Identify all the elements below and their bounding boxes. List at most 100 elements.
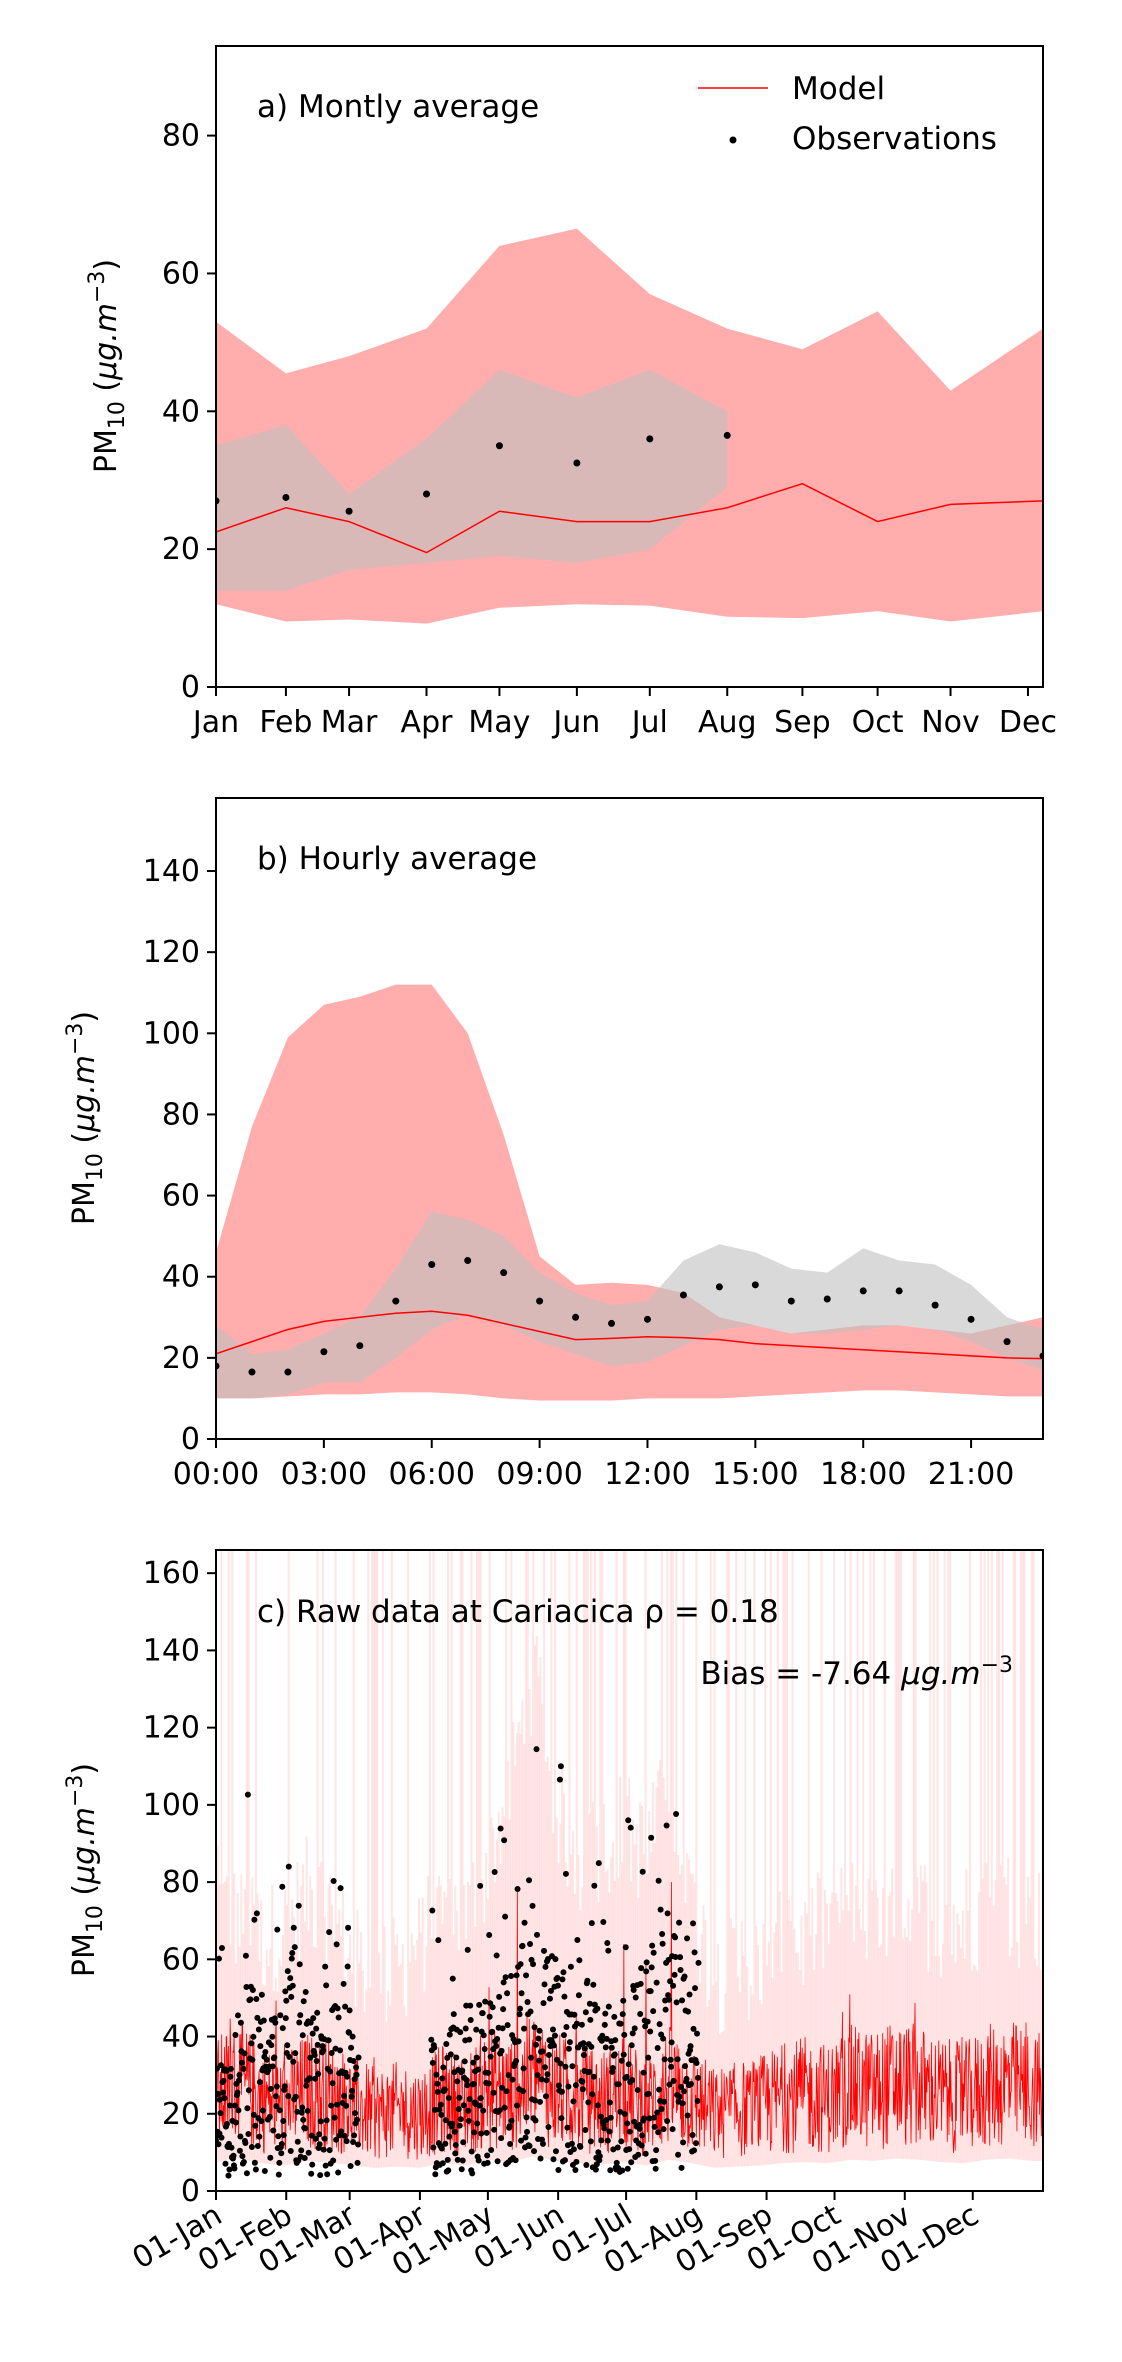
observation-point — [582, 2126, 589, 2133]
observation-point — [607, 2167, 614, 2174]
observation-point — [296, 1961, 303, 1968]
observation-point — [221, 2095, 228, 2102]
observation-point — [599, 2032, 606, 2039]
observation-point — [253, 1910, 260, 1917]
observation-point — [312, 2075, 319, 2082]
observation-point — [483, 2129, 490, 2136]
observation-point — [620, 1997, 627, 2004]
observation-point — [284, 1968, 291, 1975]
observation-point — [603, 2117, 610, 2124]
observation-point — [333, 2136, 340, 2143]
observation-point — [590, 1981, 597, 1988]
observation-point — [457, 2116, 464, 2123]
observation-point — [508, 2117, 515, 2124]
observation-point — [690, 1920, 697, 1927]
observation-point — [300, 2116, 307, 2123]
observation-point — [447, 2051, 454, 2058]
observation-point — [567, 1963, 574, 1970]
observation-point — [561, 2157, 568, 2164]
observation-point — [493, 2043, 500, 2050]
legend-observations-marker — [729, 136, 737, 144]
observation-point — [500, 1979, 507, 1986]
observation-point — [635, 2151, 642, 2158]
observation-point — [460, 2139, 467, 2146]
observation-point — [617, 2020, 624, 2027]
observation-point — [638, 1965, 645, 1972]
observation-point — [498, 2135, 505, 2142]
observation-point — [787, 1297, 795, 1305]
observation-point — [467, 2002, 474, 2009]
observation-point — [694, 2030, 701, 2037]
observation-point — [596, 2153, 603, 2160]
observation-point — [604, 1939, 611, 1946]
y-tick-label: 100 — [143, 1016, 200, 1051]
observation-point — [621, 2111, 628, 2118]
observation-point — [515, 2038, 522, 2045]
observation-point — [685, 2008, 692, 2015]
observation-point — [677, 1954, 684, 1961]
observation-point — [439, 2075, 446, 2082]
observation-point — [287, 2148, 294, 2155]
observation-point — [251, 2159, 258, 2166]
observation-point — [751, 1281, 759, 1289]
observation-point — [608, 1319, 616, 1327]
observation-point — [343, 2138, 350, 2145]
observation-point — [330, 1878, 337, 1885]
observation-point — [544, 2071, 551, 2078]
observation-point — [259, 2107, 266, 2114]
observation-point — [326, 2147, 333, 2154]
observation-point — [305, 2149, 312, 2156]
observation-point — [630, 1987, 637, 1994]
observation-point — [234, 2012, 241, 2019]
observation-point — [482, 1998, 489, 2005]
observation-point — [509, 2076, 516, 2083]
x-tick-label: Sep — [774, 705, 831, 740]
observation-point — [568, 2140, 575, 2147]
x-tick-label: 21:00 — [928, 1457, 1014, 1492]
observation-point — [344, 1963, 351, 1970]
observation-point — [431, 2106, 438, 2113]
observation-point — [530, 1961, 537, 1968]
observation-point — [476, 2001, 483, 2008]
observation-point — [502, 1974, 509, 1981]
observation-point — [444, 2156, 451, 2163]
observation-point — [244, 1791, 251, 1798]
observation-point — [219, 2089, 226, 2096]
observation-point — [549, 2026, 556, 2033]
observation-point — [693, 2059, 700, 2066]
observation-point — [220, 2077, 227, 2084]
observation-point — [504, 1990, 511, 1997]
observation-point — [234, 2089, 241, 2096]
observation-point — [542, 2093, 549, 2100]
observation-point — [317, 2118, 324, 2125]
observation-point — [559, 1976, 566, 1983]
observation-point — [590, 2073, 597, 2080]
observation-point — [434, 2088, 441, 2095]
observation-point — [278, 2141, 285, 2148]
observation-point — [350, 2057, 357, 2064]
x-tick-label: Dec — [999, 705, 1057, 740]
observation-point — [275, 2133, 282, 2140]
observation-point — [464, 1946, 471, 1953]
observation-point — [664, 2118, 671, 2125]
observation-point — [308, 2170, 315, 2177]
x-tick-label: Jul — [630, 705, 668, 740]
observation-point — [232, 2032, 239, 2039]
observation-point — [355, 2141, 362, 2148]
panel-c-title: c) Raw data at Cariacica ρ = 0.18 — [257, 1594, 779, 1630]
observation-point — [645, 2090, 652, 2097]
observation-point — [543, 2077, 550, 2084]
observation-point — [545, 2052, 552, 2059]
observation-point — [585, 2099, 592, 2106]
observation-point — [674, 2056, 681, 2063]
observation-point — [497, 1825, 504, 1832]
observation-point — [619, 2167, 626, 2174]
observation-point — [445, 2167, 452, 2174]
observation-point — [587, 2138, 594, 2145]
observation-point — [554, 1982, 561, 1989]
observation-point — [540, 1947, 547, 1954]
panel-c-frame — [215, 1549, 1044, 2192]
observation-point — [486, 2013, 493, 2020]
y-tick-label: 140 — [143, 1633, 200, 1668]
